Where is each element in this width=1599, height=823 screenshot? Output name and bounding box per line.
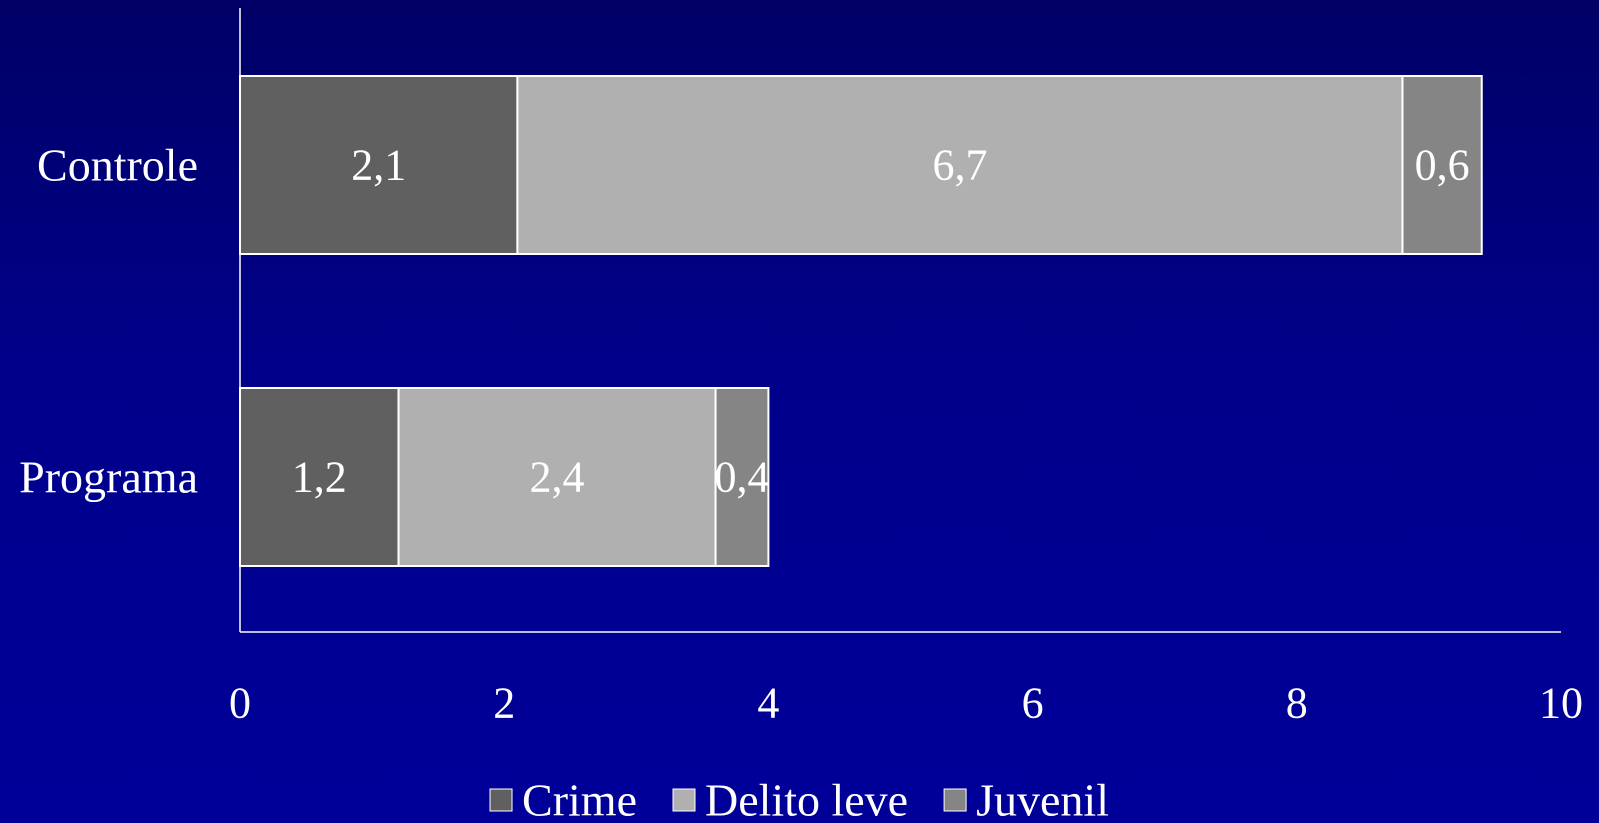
x-tick-label: 6 bbox=[1022, 679, 1044, 728]
bar-segment bbox=[714, 387, 770, 567]
category-label: Controle bbox=[37, 140, 198, 191]
data-label: 6,7 bbox=[932, 141, 987, 190]
data-label: 2,1 bbox=[351, 141, 406, 190]
category-label: Programa bbox=[19, 452, 198, 503]
data-label: 0,6 bbox=[1415, 141, 1470, 190]
legend-label: Delito leve bbox=[705, 775, 908, 823]
x-tick-label: 0 bbox=[229, 679, 251, 728]
legend-item: Crime bbox=[489, 775, 637, 823]
legend-label: Juvenil bbox=[976, 775, 1109, 823]
x-tick-label: 8 bbox=[1286, 679, 1308, 728]
legend-swatch bbox=[672, 788, 696, 812]
bar-segment bbox=[1401, 75, 1483, 255]
plot-area: 0 2 4 6 8 10 Controle 2,1 6,7 0,6 Programa 1,2 2,4 0,… bbox=[19, 8, 1583, 728]
legend-item: Juvenil bbox=[943, 775, 1109, 823]
legend-item: Delito leve bbox=[672, 775, 908, 823]
bar-segment bbox=[239, 75, 519, 255]
data-label: 2,4 bbox=[530, 453, 585, 502]
x-tick-label: 2 bbox=[493, 679, 515, 728]
legend: Crime Delito leve Juvenil bbox=[489, 775, 1109, 823]
legend-label: Crime bbox=[522, 775, 637, 823]
legend-swatch bbox=[489, 788, 513, 812]
data-label: 1,2 bbox=[292, 453, 347, 502]
legend-swatch bbox=[943, 788, 967, 812]
data-label: 0,4 bbox=[714, 453, 769, 502]
bar-segment bbox=[239, 387, 400, 567]
x-tick-label: 10 bbox=[1539, 679, 1583, 728]
bar-segment bbox=[516, 75, 1404, 255]
x-tick-label: 4 bbox=[757, 679, 779, 728]
